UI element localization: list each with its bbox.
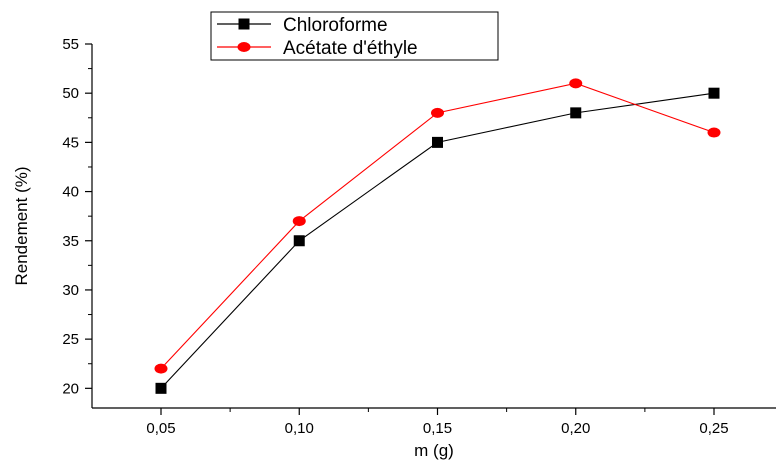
y-tick-label: 55 <box>62 36 79 53</box>
y-tick-label: 35 <box>62 233 79 250</box>
axes <box>91 44 776 409</box>
y-tick-label: 40 <box>62 184 79 201</box>
x-axis-ticks: 0,05 0,10 0,15 0,20 0,25 <box>146 408 729 437</box>
data-point-circle <box>569 78 583 89</box>
y-axis-title: Rendement (%) <box>12 166 31 285</box>
x-tick-label: 0,20 <box>561 420 590 437</box>
series-layer <box>154 78 721 394</box>
y-tick-label: 20 <box>62 380 79 397</box>
y-tick-label: 50 <box>62 85 79 102</box>
x-axis-title: m (g) <box>414 441 454 460</box>
data-point-circle <box>431 107 444 118</box>
y-axis-ticks: 20 25 30 35 40 45 50 55 <box>62 36 92 397</box>
legend-label: Chloroforme <box>283 15 388 36</box>
legend-label: Acétate d'éthyle <box>283 38 418 59</box>
data-point-circle <box>237 42 251 52</box>
x-tick-label: 0,15 <box>423 420 452 437</box>
data-point-square <box>293 235 305 247</box>
x-tick-label: 0,25 <box>699 420 728 437</box>
x-tick-label: 0,05 <box>146 420 175 437</box>
y-tick-label: 25 <box>62 331 79 348</box>
data-point-square <box>155 382 167 394</box>
data-point-circle <box>292 216 306 227</box>
x-tick-label: 0,10 <box>285 420 314 437</box>
series-square <box>155 87 720 394</box>
data-point-circle <box>154 363 168 374</box>
data-point-square <box>708 87 720 99</box>
data-point-circle <box>707 127 721 138</box>
data-point-square <box>238 18 250 30</box>
series-circle <box>154 78 721 374</box>
series-line <box>160 82 715 370</box>
y-tick-label: 45 <box>62 134 79 151</box>
data-point-square <box>570 107 582 119</box>
data-point-square <box>432 136 443 148</box>
legend-box <box>210 11 499 61</box>
y-tick-label: 30 <box>62 282 79 299</box>
